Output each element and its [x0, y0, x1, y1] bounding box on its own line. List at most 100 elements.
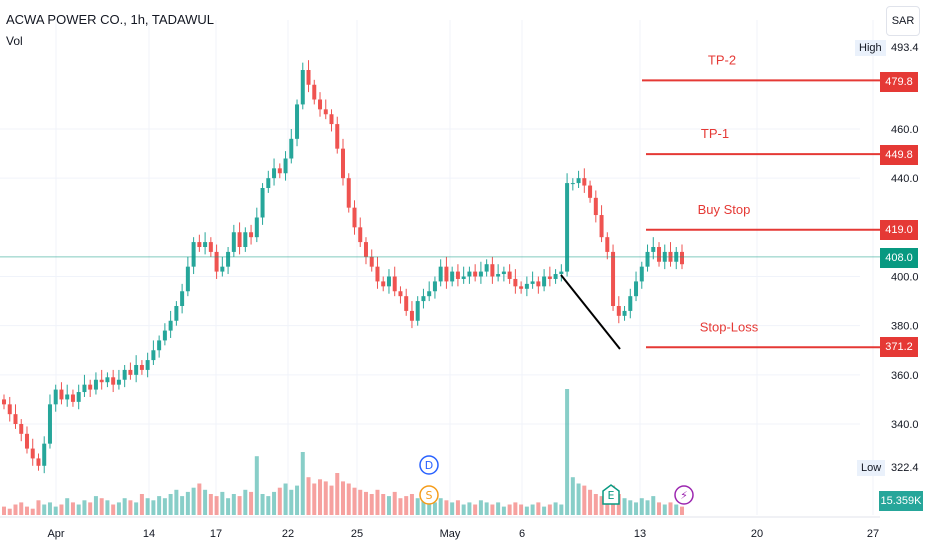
candle-body — [582, 178, 587, 186]
volume-bar — [565, 389, 570, 515]
volume-bar — [260, 494, 265, 515]
candle-body — [622, 310, 627, 316]
event-marker[interactable]: E — [602, 484, 620, 505]
currency-button[interactable]: SAR — [886, 6, 920, 36]
candle-body — [467, 271, 472, 277]
candle-body — [266, 178, 271, 188]
candle-body — [76, 392, 81, 402]
tp1-price-tag: 449.8 — [880, 145, 918, 165]
event-marker[interactable]: ⚡ — [674, 485, 694, 505]
volume-bar — [444, 500, 449, 515]
volume-bar — [300, 452, 305, 515]
candle-body — [501, 271, 506, 275]
candle-body — [346, 178, 351, 208]
volume-bar — [82, 500, 87, 515]
candle-body — [611, 251, 616, 306]
volume-bar — [36, 500, 41, 515]
volume-bar — [122, 498, 127, 515]
candle-body — [53, 389, 58, 405]
volume-bar — [680, 506, 684, 515]
volume-bar — [7, 508, 12, 515]
candle-body — [7, 404, 12, 415]
volume-bar — [323, 481, 328, 515]
candle-body — [59, 389, 64, 400]
volume-bar — [59, 504, 64, 515]
candle-body — [444, 266, 449, 282]
candle-body — [645, 251, 650, 267]
candle-body — [231, 232, 236, 252]
volume-bar — [421, 496, 426, 515]
volume-bar — [375, 489, 380, 515]
candle-body — [369, 256, 374, 267]
volume-bar — [76, 504, 81, 515]
volume-bar — [490, 504, 495, 515]
volume-bar — [404, 496, 409, 515]
y-axis: 460.0 440.0 400.0 380.0 360.0 340.0 — [891, 124, 919, 431]
volume-bar — [386, 496, 391, 515]
candle-body — [450, 271, 455, 282]
volume-bar — [674, 504, 679, 515]
candle-body — [553, 274, 558, 279]
candle-body — [295, 104, 300, 139]
x-tick-label: 20 — [751, 528, 763, 540]
candle-body — [519, 286, 524, 289]
volume-bar — [507, 504, 512, 515]
x-tick-label: 27 — [867, 528, 879, 540]
volume-bar — [237, 496, 242, 515]
candle-body — [329, 114, 334, 125]
candle-body — [599, 215, 604, 238]
candle-body — [65, 394, 70, 400]
candle-body — [616, 306, 621, 316]
candle-body — [651, 247, 656, 252]
stoploss-price-tag: 371.2 — [880, 337, 918, 357]
candle-body — [381, 281, 386, 287]
volume-bar — [157, 496, 162, 515]
candle-body — [249, 232, 254, 238]
volume-bar — [312, 483, 317, 515]
event-marker[interactable]: D — [419, 455, 439, 475]
volume-bar — [547, 504, 552, 515]
candle-body — [542, 276, 547, 287]
volume-bar — [530, 504, 535, 515]
volume-tag: 15.359K — [879, 491, 923, 511]
candle-body — [277, 168, 282, 174]
high-value: 493.4 — [891, 42, 919, 54]
candle-body — [415, 301, 420, 321]
volume-bar — [582, 485, 587, 515]
candle-body — [289, 138, 294, 159]
volume-bar — [174, 489, 179, 515]
candle-body — [139, 365, 144, 370]
volume-bar — [105, 500, 110, 515]
candle-body — [565, 183, 570, 272]
candle-body — [42, 443, 47, 466]
volume-bar — [662, 504, 667, 515]
candle-body — [88, 384, 93, 390]
event-marker[interactable]: S — [419, 485, 439, 505]
candle-body — [513, 278, 518, 287]
volume-bar — [243, 489, 248, 515]
volume-bar — [524, 506, 529, 515]
candle-body — [306, 70, 311, 85]
volume-bars — [2, 389, 684, 515]
volume-bar — [358, 489, 363, 515]
y-tick-label: 400.0 — [891, 272, 919, 284]
volume-bar — [249, 491, 254, 515]
volume-bar — [392, 491, 397, 515]
candle-body — [547, 276, 552, 279]
volume-bar — [335, 473, 340, 515]
candle-body — [13, 414, 18, 424]
event-markers[interactable]: D S E ⚡ — [419, 455, 694, 505]
volume-bar — [427, 500, 432, 515]
candle-body — [421, 296, 426, 302]
volume-bar — [99, 498, 104, 515]
candle-body — [530, 281, 535, 284]
volume-bar — [70, 502, 75, 515]
volume-bar — [19, 502, 24, 515]
volume-bar — [588, 489, 593, 515]
volume-bar — [329, 485, 334, 515]
candle-body — [559, 271, 564, 275]
candle-body — [30, 448, 35, 459]
volume-bar — [461, 504, 466, 515]
candle-body — [312, 84, 317, 100]
